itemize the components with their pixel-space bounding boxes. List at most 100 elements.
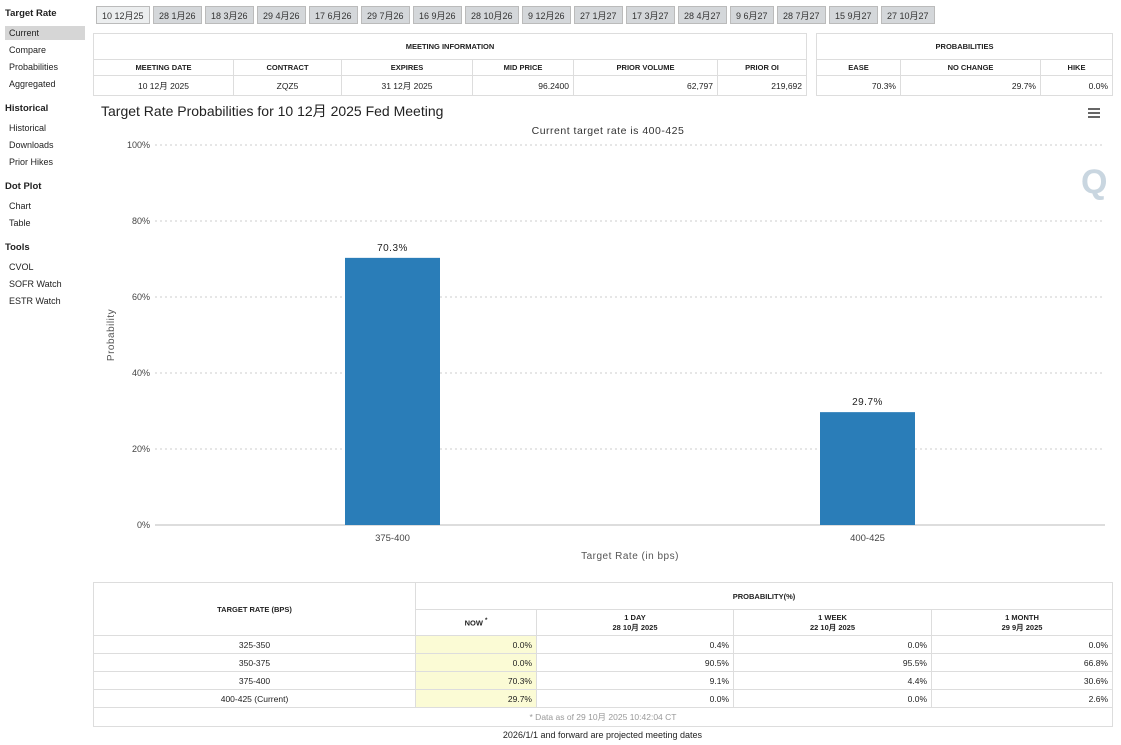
cell: 219,692: [716, 75, 808, 96]
y-tick-label: 40%: [132, 368, 150, 378]
meeting-tab[interactable]: 29 4月26: [257, 6, 306, 24]
cell: 90.5%: [536, 653, 734, 672]
now-mark: *: [484, 617, 488, 625]
meeting-tab[interactable]: 15 9月27: [829, 6, 878, 24]
menu-icon[interactable]: [1088, 108, 1100, 118]
column-label: 1 MONTH: [1005, 612, 1039, 622]
data-label: 70.3%: [377, 243, 408, 254]
cell: 95.5%: [733, 653, 932, 672]
sidebar-link[interactable]: Historical: [9, 123, 47, 133]
title-row: PROBABILITIES: [815, 33, 1114, 60]
cell: 31 12月 2025: [341, 75, 473, 96]
column-header: TARGET RATE (BPS): [93, 582, 416, 636]
probability-table: TARGET RATE (BPS) PROBABILITY(%) NOW * 1 DAY…: [93, 582, 1113, 727]
header-row: EASE NO CHANGE HIKE: [816, 59, 1114, 76]
cell: 0.0%: [733, 689, 932, 708]
sidebar-heading: Dot Plot: [5, 181, 42, 192]
column-date: 29 9月 2025: [1001, 622, 1043, 632]
cell: 66.8%: [931, 653, 1113, 672]
cell: 29.7%: [900, 75, 1041, 96]
x-axis-label: Target Rate (in bps): [581, 551, 679, 562]
meeting-tab[interactable]: 28 1月26: [153, 6, 202, 24]
meeting-tab[interactable]: 27 10月27: [881, 6, 935, 24]
data-row: 70.3% 29.7% 0.0%: [816, 75, 1114, 96]
x-tick-label: 375-400: [375, 533, 410, 544]
y-tick-label: 100%: [127, 140, 150, 150]
meeting-tab[interactable]: 9 6月27: [730, 6, 774, 24]
column-header: 1 MONTH 29 9月 2025: [931, 609, 1113, 636]
cell: ZQZ5: [233, 75, 342, 96]
header-row: TARGET RATE (BPS) PROBABILITY(%): [93, 582, 1113, 636]
column-header: NO CHANGE: [900, 59, 1041, 76]
y-tick-label: 0%: [137, 520, 150, 530]
table-title: PROBABILITIES: [815, 33, 1114, 60]
data-row: 375-400 70.3% 9.1% 4.4% 30.6%: [93, 671, 1113, 690]
sidebar-link[interactable]: Chart: [9, 201, 32, 211]
data-row: 10 12月 2025 ZQZ5 31 12月 2025 96.2400 62,797 2…: [93, 75, 808, 96]
meeting-tab[interactable]: 9 12月26: [522, 6, 571, 24]
sidebar-link[interactable]: Downloads: [9, 140, 54, 150]
meeting-tab[interactable]: 28 10月26: [465, 6, 519, 24]
bar: [345, 257, 440, 525]
cell: 0.0%: [1039, 75, 1114, 96]
column-label: 1 DAY: [624, 612, 646, 622]
cell: 0.0%: [536, 689, 734, 708]
cell: 0.0%: [931, 635, 1113, 654]
column-date: 22 10月 2025: [809, 622, 856, 632]
column-header: MEETING DATE: [93, 59, 234, 76]
column-header: 1 DAY 28 10月 2025: [536, 609, 734, 636]
column-group-header: PROBABILITY(%): [415, 582, 1113, 610]
y-tick-label: 60%: [132, 292, 150, 302]
meeting-tab[interactable]: 10 12月25: [96, 6, 150, 24]
cell: 96.2400: [472, 75, 574, 96]
column-header: 1 WEEK 22 10月 2025: [733, 609, 932, 636]
column-header: EASE: [816, 59, 901, 76]
meeting-tab[interactable]: 17 3月27: [626, 6, 675, 24]
column-header: PRIOR OI: [716, 59, 808, 76]
now-label: NOW: [464, 618, 483, 628]
sidebar-link[interactable]: SOFR Watch: [9, 279, 62, 289]
y-tick-label: 20%: [132, 444, 150, 454]
header-row: MEETING DATE CONTRACT EXPIRES MID PRICE PRIO…: [93, 59, 808, 76]
sidebar-link[interactable]: Probabilities: [9, 62, 59, 72]
column-header: PRIOR VOLUME: [573, 59, 718, 76]
cell: 400-425 (Current): [93, 689, 416, 708]
meeting-tab[interactable]: 16 9月26: [413, 6, 462, 24]
logo: Q: [1081, 163, 1107, 201]
sidebar-link[interactable]: Compare: [9, 45, 47, 55]
sidebar-link[interactable]: Current: [5, 26, 85, 40]
sidebar-link[interactable]: CVOL: [9, 262, 34, 272]
sidebar-heading: Historical: [5, 103, 49, 114]
meeting-tab[interactable]: 17 6月26: [309, 6, 358, 24]
data-row: 400-425 (Current) 29.7% 0.0% 0.0% 2.6%: [93, 689, 1113, 708]
meeting-tab[interactable]: 28 7月27: [777, 6, 826, 24]
cell: 0.4%: [536, 635, 734, 654]
x-tick-label: 400-425: [850, 533, 885, 544]
meeting-tab[interactable]: 29 7月26: [361, 6, 410, 24]
cell: 350-375: [93, 653, 416, 672]
cell: 70.3%: [415, 671, 537, 690]
column-header: MID PRICE: [472, 59, 574, 76]
sidebar-heading: Tools: [5, 242, 30, 253]
data-note: * Data as of 29 10月 2025 10:42:04 CT: [93, 707, 1113, 727]
column-header: NOW *: [415, 609, 537, 636]
meeting-tab[interactable]: 18 3月26: [205, 6, 254, 24]
sidebar-link[interactable]: Prior Hikes: [9, 157, 54, 167]
sidebar-link[interactable]: Aggregated: [9, 79, 56, 89]
column-date: 28 10月 2025: [612, 622, 658, 632]
cell: 30.6%: [931, 671, 1113, 690]
cell: 375-400: [93, 671, 416, 690]
meeting-tab[interactable]: 27 1月27: [574, 6, 623, 24]
data-label: 29.7%: [852, 397, 883, 408]
table-title: MEETING INFORMATION: [92, 33, 808, 60]
cell: 29.7%: [415, 689, 537, 708]
cell: 10 12月 2025: [93, 75, 234, 96]
sidebar-link[interactable]: ESTR Watch: [9, 296, 61, 306]
footer-note: 2026/1/1 and forward are projected meeti…: [502, 730, 703, 740]
chart-subtitle: Current target rate is 400-425: [532, 125, 685, 137]
column-label: 1 WEEK: [818, 612, 847, 622]
data-row: 350-375 0.0% 90.5% 95.5% 66.8%: [93, 653, 1113, 672]
meeting-tab[interactable]: 28 4月27: [678, 6, 727, 24]
sidebar-link[interactable]: Table: [9, 218, 31, 228]
